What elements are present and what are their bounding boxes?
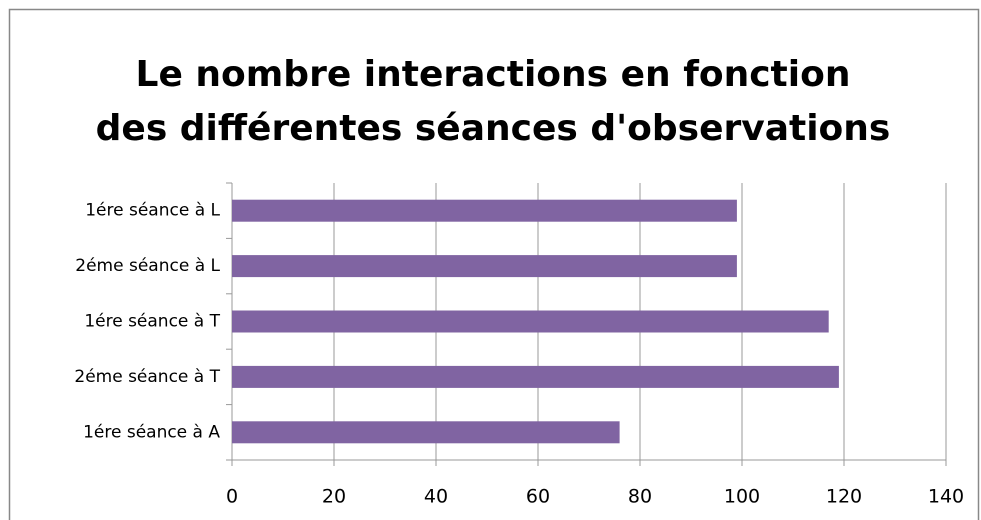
chart-title: Le nombre interactions en fonction (136, 54, 851, 95)
x-tick-label: 80 (628, 486, 652, 508)
bar (232, 199, 737, 222)
x-tick-label: 120 (826, 486, 862, 508)
x-tick-label: 20 (322, 486, 346, 508)
x-tick-label: 140 (928, 486, 964, 508)
y-tick-label: 1ére séance à T (84, 312, 220, 332)
bar (232, 255, 737, 278)
bar (232, 365, 839, 388)
x-tick-label: 100 (724, 486, 760, 508)
chart-title: des différentes séances d'observations (96, 108, 891, 149)
y-tick-label: 2éme séance à T (74, 367, 220, 387)
y-tick-label: 2éme séance à L (75, 256, 220, 276)
x-tick-label: 60 (526, 486, 550, 508)
y-tick-label: 1ére séance à L (85, 201, 220, 221)
x-tick-label: 40 (424, 486, 448, 508)
y-tick-label: 1ére séance à A (83, 422, 220, 442)
x-tick-label: 0 (226, 486, 238, 508)
bar (232, 421, 620, 444)
bar (232, 310, 829, 333)
